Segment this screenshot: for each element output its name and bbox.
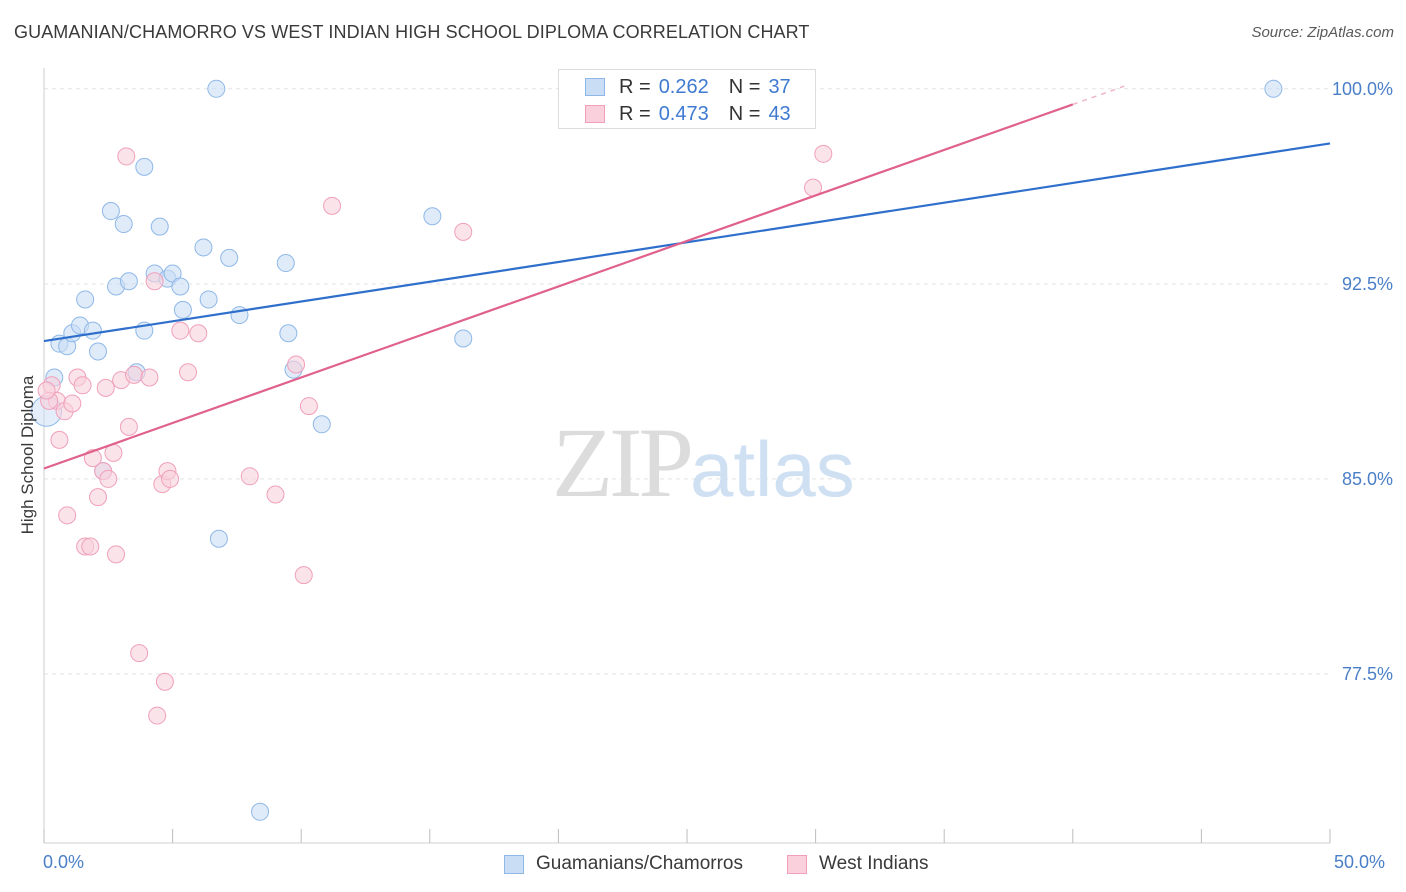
trendline-guamanian [43, 142, 1331, 343]
data-point-west-indian [323, 196, 342, 215]
data-point-west-indian [287, 355, 306, 374]
bottom-legend-west-indians[interactable]: West Indians [787, 852, 928, 876]
data-point-guamanian [209, 529, 228, 548]
data-point-west-indian [58, 506, 77, 525]
data-point-guamanian [1264, 79, 1283, 98]
data-point-guamanian [454, 329, 473, 348]
data-point-guamanian [171, 277, 190, 296]
legend-n-value: 43 [768, 102, 791, 125]
legend-r-value: 0.262 [658, 75, 709, 98]
data-point-west-indian [50, 430, 69, 449]
chart-title: GUAMANIAN/CHAMORRO VS WEST INDIAN HIGH S… [14, 22, 810, 42]
legend-r-label: R = [619, 102, 651, 125]
data-point-guamanian [251, 802, 270, 821]
data-point-guamanian [76, 290, 95, 309]
data-point-west-indian [37, 381, 56, 400]
data-point-guamanian [199, 290, 218, 309]
data-point-guamanian [83, 321, 102, 340]
y-tick-label: 77.5% [1342, 664, 1393, 684]
data-point-guamanian [119, 272, 138, 291]
data-point-west-indian [145, 272, 164, 291]
trendline-west-indian [43, 103, 1074, 470]
data-point-west-indian [63, 394, 82, 413]
data-point-west-indian [266, 485, 285, 504]
data-point-west-indian [454, 222, 473, 241]
data-point-guamanian [207, 79, 226, 98]
data-point-guamanian [89, 342, 108, 361]
bottom-legend-swatch-blue [504, 854, 524, 874]
data-point-guamanian [312, 415, 331, 434]
legend-row-west-indians: R = 0.473 N = 43 [585, 101, 791, 127]
data-point-west-indian [179, 363, 198, 382]
bottom-legend-swatch-pink [787, 854, 807, 874]
chart-source: Source: ZipAtlas.com [1251, 24, 1394, 41]
data-point-guamanian [423, 207, 442, 226]
bottom-legend-guamanians[interactable]: Guamanians/Chamorros [504, 852, 743, 876]
x-tick-label-max: 50.0% [1334, 852, 1386, 872]
bottom-legend-label: West Indians [819, 853, 929, 874]
data-point-west-indian [171, 321, 190, 340]
legend-swatch-pink [585, 105, 605, 123]
data-point-west-indian [161, 469, 180, 488]
data-point-west-indian [148, 706, 167, 725]
data-point-west-indian [299, 397, 318, 416]
data-point-guamanian [101, 202, 120, 221]
legend-row-guamanians: R = 0.262 N = 37 [585, 74, 791, 100]
data-point-guamanian [114, 215, 133, 234]
x-tick-label-min: 0.0% [43, 852, 85, 872]
y-axis-label: High School Diploma [18, 375, 37, 535]
legend-n-value: 37 [768, 75, 791, 98]
legend-n-label: N = [728, 102, 761, 125]
watermark-zip: ZIP [552, 407, 694, 518]
data-point-west-indian [125, 365, 144, 384]
data-point-west-indian [814, 144, 833, 163]
bottom-legend-label: Guamanians/Chamorros [536, 853, 743, 874]
data-point-west-indian [140, 368, 159, 387]
correlation-legend: R = 0.262 N = 37 R = 0.473 N = 43 [558, 69, 816, 129]
y-tick-label: 92.5% [1342, 274, 1393, 294]
data-point-guamanian [276, 254, 295, 273]
data-point-west-indian [89, 488, 108, 507]
data-point-guamanian [220, 248, 239, 267]
data-point-guamanian [279, 324, 298, 343]
legend-r-value: 0.473 [658, 102, 709, 125]
data-point-west-indian [73, 376, 92, 395]
data-point-west-indian [119, 417, 138, 436]
y-tick-label: 85.0% [1342, 469, 1393, 489]
legend-swatch-blue [585, 78, 605, 96]
data-point-west-indian [107, 545, 126, 564]
data-point-guamanian [150, 217, 169, 236]
data-point-west-indian [240, 467, 259, 486]
y-tick-label: 100.0% [1332, 79, 1393, 99]
data-point-west-indian [130, 644, 149, 663]
data-point-west-indian [189, 324, 208, 343]
data-point-west-indian [155, 672, 174, 691]
legend-r-label: R = [619, 75, 651, 98]
data-point-guamanian [135, 157, 154, 176]
data-point-west-indian [294, 566, 313, 585]
data-point-guamanian [194, 238, 213, 257]
legend-n-label: N = [728, 75, 761, 98]
data-point-guamanian [173, 300, 192, 319]
data-point-west-indian [96, 378, 115, 397]
zipatlas-watermark: ZIPatlas [552, 405, 855, 520]
data-point-west-indian [117, 147, 136, 166]
data-point-west-indian [99, 469, 118, 488]
data-point-west-indian [81, 537, 100, 556]
watermark-atlas: atlas [690, 425, 855, 513]
